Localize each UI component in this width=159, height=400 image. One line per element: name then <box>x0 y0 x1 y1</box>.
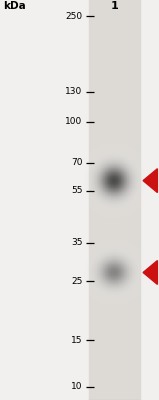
Text: 100: 100 <box>66 117 83 126</box>
Text: 70: 70 <box>71 158 83 167</box>
Bar <box>89 0 140 400</box>
Text: kDa: kDa <box>3 1 26 11</box>
Text: 1: 1 <box>111 1 118 11</box>
Polygon shape <box>143 260 157 284</box>
Text: 55: 55 <box>71 186 83 195</box>
Text: 15: 15 <box>71 336 83 345</box>
Text: 250: 250 <box>66 12 83 21</box>
Text: 10: 10 <box>71 382 83 391</box>
Text: 35: 35 <box>71 238 83 247</box>
Text: 130: 130 <box>66 87 83 96</box>
Polygon shape <box>143 169 157 192</box>
Text: 25: 25 <box>71 277 83 286</box>
